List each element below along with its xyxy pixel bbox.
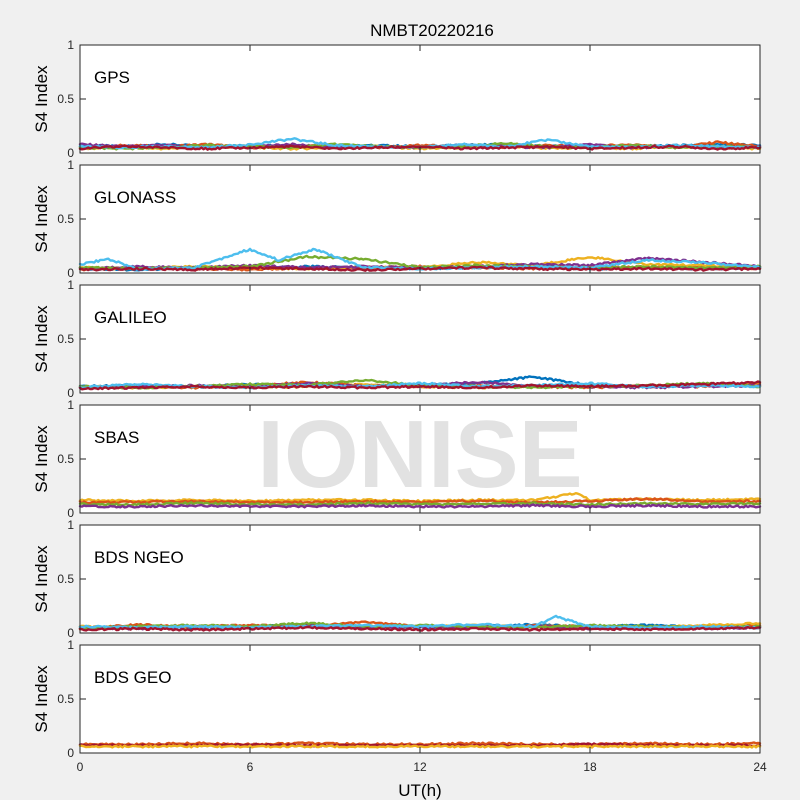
axes-background: [80, 405, 760, 513]
x-tick-label: 18: [583, 760, 597, 774]
y-axis-label: S4 Index: [32, 305, 51, 373]
series-line-7: [78, 380, 762, 391]
series-line-7: [78, 144, 762, 151]
y-tick-label: 0.5: [57, 332, 74, 346]
y-tick-label: 1: [67, 398, 74, 412]
panel-bds-geo: 0 0.5 1 0 6 12 18 24 S4 Index BDS GEO: [32, 638, 767, 774]
x-tick-label: 24: [753, 760, 767, 774]
y-tick-label: 0: [67, 386, 74, 400]
panels-group: 0 0.5 1 S4 Index GPS 0 0.5 1 S4 Index GLONASS 0 0.5…: [32, 38, 767, 774]
y-tick-label: 1: [67, 518, 74, 532]
y-tick-label: 1: [67, 38, 74, 52]
y-tick-label: 1: [67, 638, 74, 652]
series-line-3: [78, 501, 762, 507]
panel-label: GLONASS: [94, 188, 176, 207]
y-axis-label: S4 Index: [32, 65, 51, 133]
x-axis-label: UT(h): [398, 781, 441, 800]
axes-background: [80, 165, 760, 273]
axes-background: [80, 285, 760, 393]
y-axis-label: S4 Index: [32, 185, 51, 253]
x-tick-label: 12: [413, 760, 427, 774]
axes-background: [80, 645, 760, 753]
series-line-4: [78, 503, 762, 509]
y-tick-label: 0: [67, 266, 74, 280]
panel-label: BDS NGEO: [94, 548, 184, 567]
y-tick-label: 0.5: [57, 92, 74, 106]
panel-glonass: 0 0.5 1 S4 Index GLONASS: [32, 158, 762, 280]
panel-label: SBAS: [94, 428, 139, 447]
y-tick-label: 0: [67, 146, 74, 160]
chart-title: NMBT20220216: [370, 21, 494, 40]
y-tick-label: 0.5: [57, 692, 74, 706]
x-tick-label: 6: [247, 760, 254, 774]
y-tick-label: 0.5: [57, 452, 74, 466]
watermark: IONISE: [257, 401, 582, 508]
x-tick-label: 0: [77, 760, 84, 774]
panel-galileo: 0 0.5 1 S4 Index GALILEO: [32, 278, 762, 400]
y-axis-label: S4 Index: [32, 425, 51, 493]
panel-bds-ngeo: 0 0.5 1 S4 Index BDS NGEO: [32, 518, 762, 640]
y-tick-label: 0.5: [57, 572, 74, 586]
y-axis-label: S4 Index: [32, 665, 51, 733]
y-axis-label: S4 Index: [32, 545, 51, 613]
y-tick-label: 1: [67, 278, 74, 292]
y-tick-label: 1: [67, 158, 74, 172]
axes-background: [80, 525, 760, 633]
axes-background: [80, 45, 760, 153]
series-line-3: [78, 744, 762, 749]
y-tick-label: 0: [67, 506, 74, 520]
y-tick-label: 0.5: [57, 212, 74, 226]
panel-label: BDS GEO: [94, 668, 171, 687]
series-line-2: [78, 497, 762, 505]
y-tick-label: 0: [67, 746, 74, 760]
panel-gps: 0 0.5 1 S4 Index GPS: [32, 38, 762, 160]
panel-label: GALILEO: [94, 308, 167, 327]
panel-label: GPS: [94, 68, 130, 87]
panel-sbas: 0 0.5 1 S4 Index SBAS: [32, 398, 762, 520]
y-tick-label: 0: [67, 626, 74, 640]
